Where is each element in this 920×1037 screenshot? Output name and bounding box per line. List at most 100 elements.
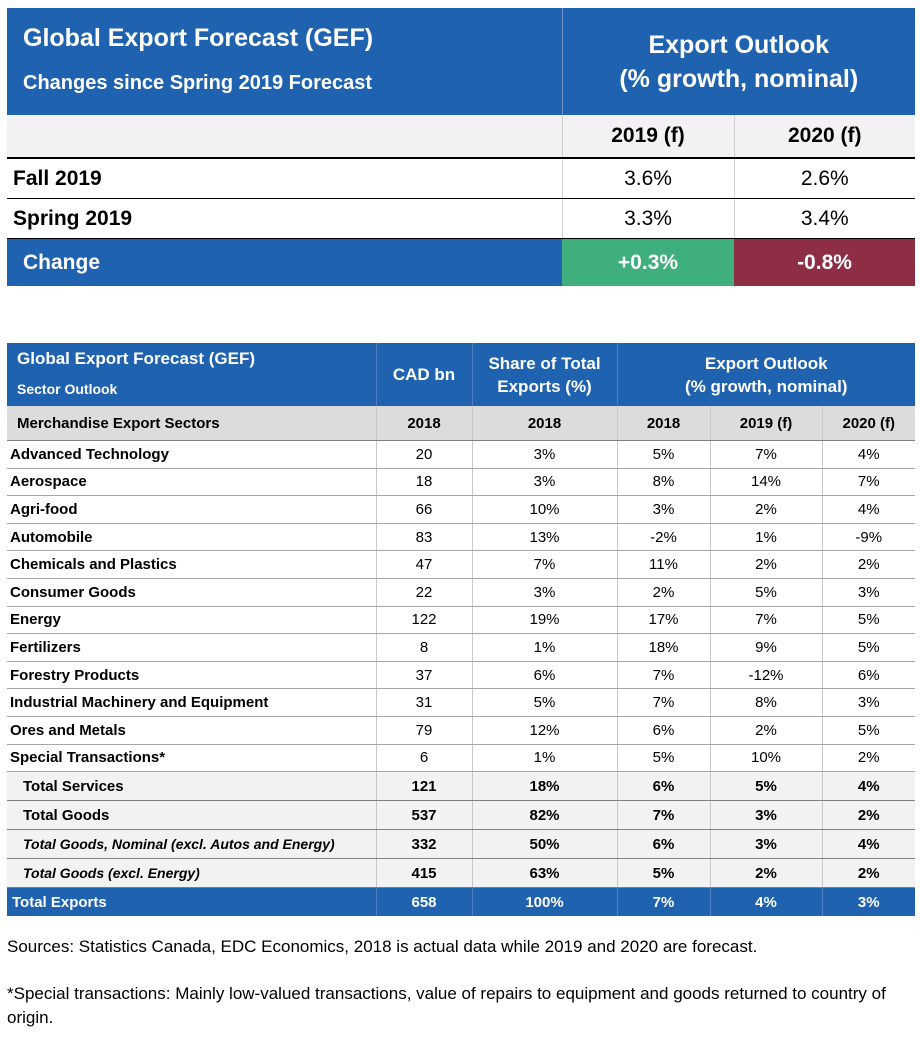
summary-subheader-blank (7, 115, 562, 159)
row-value: 2% (821, 744, 915, 773)
row-label: Automobile (7, 523, 376, 552)
row-value: 11% (616, 550, 710, 579)
row-label: Industrial Machinery and Equipment (7, 688, 376, 717)
row-label: Ores and Metals (7, 716, 376, 745)
share-line2: Exports (%) (497, 376, 592, 396)
total-row: Total Services 121 18% 6% 5% 4% (7, 771, 915, 802)
row-value: 415 (375, 858, 472, 889)
change-2019-positive: +0.3% (562, 238, 734, 286)
summary-header: Global Export Forecast (GEF) Changes sin… (7, 8, 563, 115)
table-row: Agri-food 66 10% 3% 2% 4% (7, 495, 915, 524)
subheader-2020f: 2020 (f) (821, 406, 915, 441)
row-value: 2% (821, 858, 915, 889)
row-label: Total Goods (excl. Energy) (7, 858, 376, 889)
row-value: 6% (616, 829, 710, 860)
row-value: 4% (709, 887, 822, 917)
sector-table: Global Export Forecast (GEF) Sector Outl… (7, 343, 915, 917)
row-value: 7% (616, 887, 710, 917)
row-value: 6% (821, 661, 915, 690)
table-row: Forestry Products 37 6% 7% -12% 6% (7, 661, 915, 690)
row-value: 121 (375, 771, 472, 802)
share-line1: Share of Total (488, 353, 601, 373)
row-value: 7% (471, 550, 617, 579)
summary-col-2019: 2019 (f) (561, 115, 734, 159)
row-label: Total Goods (7, 800, 376, 831)
row-value: 18% (471, 771, 617, 802)
row-value: 66 (375, 495, 472, 524)
row-value: 658 (375, 887, 472, 917)
row-value: 19% (471, 606, 617, 635)
table-row: Industrial Machinery and Equipment 31 5% 7%… (7, 688, 915, 717)
row-value: -2% (616, 523, 710, 552)
row-value: 5% (471, 688, 617, 717)
subheader-sectors: Merchandise Export Sectors (7, 406, 376, 441)
row-value: 7% (616, 688, 710, 717)
table-row: Automobile 83 13% -2% 1% -9% (7, 523, 915, 552)
row-label: Fall 2019 (7, 158, 562, 199)
summary-subtitle: Changes since Spring 2019 Forecast (23, 72, 373, 94)
row-value: 17% (616, 606, 710, 635)
row-label: Aerospace (7, 468, 376, 497)
subheader-cad-year: 2018 (375, 406, 472, 441)
row-value: 5% (616, 440, 710, 469)
total-row: Total Goods, Nominal (excl. Autos and En… (7, 829, 915, 860)
table-row: Consumer Goods 22 3% 2% 5% 3% (7, 578, 915, 607)
row-value: 18 (375, 468, 472, 497)
row-value: 122 (375, 606, 472, 635)
total-row: Total Goods 537 82% 7% 3% 2% (7, 800, 915, 831)
row-value: 9% (709, 633, 822, 662)
sector-header: Global Export Forecast (GEF) Sector Outl… (7, 343, 915, 406)
row-value: 5% (821, 606, 915, 635)
row-value: 82% (471, 800, 617, 831)
row-value: 1% (471, 633, 617, 662)
row-label: Energy (7, 606, 376, 635)
row-label: Chemicals and Plastics (7, 550, 376, 579)
change-row: Change +0.3% -0.8% (7, 238, 915, 286)
table-row: Special Transactions* 6 1% 5% 10% 2% (7, 744, 915, 773)
sources-note: Sources: Statistics Canada, EDC Economic… (7, 937, 758, 956)
row-value: 14% (709, 468, 822, 497)
row-value: 50% (471, 829, 617, 860)
row-value: 2% (709, 858, 822, 889)
row-value: 2.6% (733, 158, 915, 199)
row-value: 83 (375, 523, 472, 552)
row-value: 7% (709, 606, 822, 635)
summary-row: Spring 2019 3.3% 3.4% (7, 198, 915, 239)
row-value: 7% (821, 468, 915, 497)
row-label: Special Transactions* (7, 744, 376, 773)
change-2020-negative: -0.8% (734, 238, 915, 286)
row-value: 5% (616, 858, 710, 889)
row-value: 6% (616, 716, 710, 745)
row-value: 5% (821, 716, 915, 745)
row-value: 6 (375, 744, 472, 773)
row-value: 8% (709, 688, 822, 717)
row-value: 3% (821, 578, 915, 607)
row-label: Forestry Products (7, 661, 376, 690)
row-label: Fertilizers (7, 633, 376, 662)
share-header: Share of Total Exports (%) (471, 343, 617, 406)
row-value: -12% (709, 661, 822, 690)
row-value: 10% (709, 744, 822, 773)
row-value: 3% (471, 468, 617, 497)
outlook-line1: Export Outlook (648, 30, 830, 59)
summary-row: Fall 2019 3.6% 2.6% (7, 158, 915, 199)
row-value: 1% (471, 744, 617, 773)
row-value: 3% (471, 440, 617, 469)
table-row: Fertilizers 8 1% 18% 9% 5% (7, 633, 915, 662)
table-row: Ores and Metals 79 12% 6% 2% 5% (7, 716, 915, 745)
summary-col-2020: 2020 (f) (733, 115, 915, 159)
row-value: 13% (471, 523, 617, 552)
table-row: Energy 122 19% 17% 7% 5% (7, 606, 915, 635)
row-value: 22 (375, 578, 472, 607)
row-value: 31 (375, 688, 472, 717)
row-value: 6% (471, 661, 617, 690)
outlook-line1: Export Outlook (704, 353, 828, 373)
outlook-line2: (% growth, nominal) (619, 64, 859, 93)
row-value: 3.4% (733, 198, 915, 239)
row-value: 10% (471, 495, 617, 524)
row-value: 4% (821, 495, 915, 524)
row-value: 3% (821, 887, 915, 917)
row-value: 2% (709, 716, 822, 745)
row-value: 3% (821, 688, 915, 717)
row-value: 2% (709, 550, 822, 579)
